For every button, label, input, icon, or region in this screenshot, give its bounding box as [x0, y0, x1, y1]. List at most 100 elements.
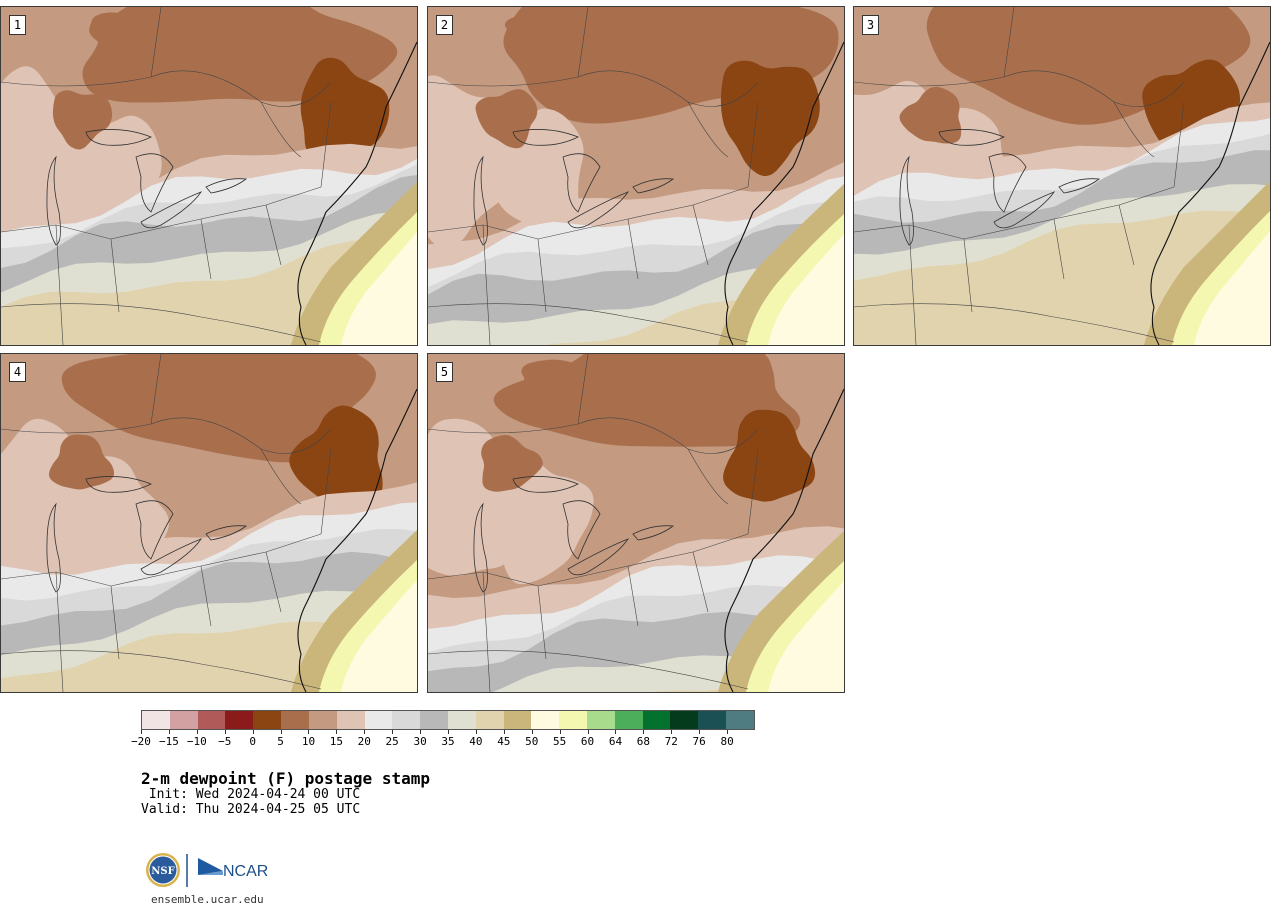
map-panel: 4: [0, 353, 418, 693]
panel-number: 4: [9, 362, 26, 382]
state-border: [1, 533, 322, 587]
lake-outline: [899, 155, 914, 246]
colorbar-swatch: [447, 711, 476, 729]
colorbar-swatch: [364, 711, 393, 729]
colorbar-swatch: [336, 711, 365, 729]
state-border: [854, 186, 1175, 240]
site-url: ensemble.ucar.edu: [151, 893, 264, 906]
colorbar-tick-mark: [392, 730, 394, 734]
svg-text:NCAR: NCAR: [223, 863, 268, 880]
state-border: [55, 571, 64, 692]
dewpoint-map: [854, 7, 1270, 345]
colorbar-tick-mark: [448, 730, 449, 734]
colorbar-swatch: [253, 711, 282, 729]
nsf-seal-icon: NSF: [146, 853, 180, 887]
state-border: [200, 218, 212, 280]
colorbar-swatch: [392, 711, 421, 729]
state-border: [1, 186, 322, 240]
colorbar-tick-label: 25: [385, 735, 399, 748]
state-border: [1, 650, 322, 690]
lake-outline: [562, 153, 601, 213]
lake-outline: [85, 129, 152, 146]
state-border: [537, 585, 547, 660]
dewpoint-map: [428, 7, 844, 345]
state-border: [55, 224, 64, 345]
colorbar-tick-mark: [587, 730, 589, 734]
colorbar-tick-label: 30: [413, 735, 427, 748]
state-border: [577, 7, 589, 78]
colorbar-tick-mark: [727, 730, 729, 734]
colorbar-tick-mark: [308, 730, 310, 734]
state-border: [687, 101, 729, 158]
map-panel: 2: [427, 6, 845, 346]
colorbar-tick-mark: [559, 730, 561, 734]
state-border: [428, 533, 749, 587]
nsf-ncar-logo: NSF NCAR: [146, 853, 268, 887]
state-border: [692, 551, 709, 613]
valid-time: Valid: Thu 2024-04-25 05 UTC: [141, 802, 361, 817]
colorbar-tick-label: 55: [553, 735, 567, 748]
state-border: [428, 70, 759, 107]
colorbar-tick-label: 40: [469, 735, 483, 748]
colorbar-tick-label: 0: [249, 735, 256, 748]
colorbar-tick-mark: [336, 730, 338, 734]
coastline: [1150, 41, 1270, 345]
state-border: [260, 101, 302, 158]
state-border: [1053, 218, 1065, 280]
colorbar-tick-mark: [615, 730, 617, 734]
ncar-logo-icon: NCAR: [198, 858, 268, 880]
state-border: [627, 565, 639, 627]
colorbar-tick-label: 50: [525, 735, 539, 748]
colorbar-tick-label: 20: [357, 735, 371, 748]
colorbar-tick-mark: [420, 730, 422, 734]
lake-outline: [135, 500, 174, 560]
svg-text:NSF: NSF: [151, 866, 174, 877]
colorbar-tick-mark: [475, 730, 477, 734]
lake-outline: [993, 191, 1056, 229]
state-border: [963, 238, 973, 313]
lake-outline: [988, 153, 1027, 213]
state-border: [577, 354, 589, 425]
lake-outline: [567, 538, 630, 576]
lake-outline: [135, 153, 174, 213]
state-border: [1118, 204, 1135, 266]
colorbar-swatch: [308, 711, 337, 729]
colorbar-tick-label: −20: [131, 735, 151, 748]
state-border: [200, 565, 212, 627]
colorbar-swatch: [281, 711, 309, 729]
lake-outline: [1058, 178, 1101, 194]
lake-outline: [567, 191, 630, 229]
coastline: [297, 388, 417, 692]
state-border: [110, 585, 120, 660]
state-border: [428, 650, 749, 690]
colorbar-swatch: [726, 711, 754, 729]
colorbar-tick-mark: [196, 730, 198, 734]
colorbar-tick-label: −5: [218, 735, 232, 748]
colorbar-tick-mark: [531, 730, 533, 734]
state-border: [428, 303, 749, 343]
colorbar-tick-label: 68: [636, 735, 650, 748]
lake-outline: [140, 538, 203, 576]
state-border: [482, 571, 491, 692]
colorbar-tick-label: 76: [692, 735, 706, 748]
colorbar-tick-label: 60: [580, 735, 595, 748]
state-border: [110, 238, 120, 313]
colorbar-tick-label: 15: [329, 735, 343, 748]
state-border: [1003, 7, 1015, 78]
lake-outline: [562, 500, 601, 560]
coastline: [297, 41, 417, 345]
colorbar-swatch: [197, 711, 226, 729]
state-border: [854, 70, 1185, 107]
lake-outline: [512, 129, 579, 146]
state-border: [1173, 101, 1185, 188]
colorbar-tick-mark: [224, 730, 226, 734]
state-border: [687, 448, 729, 505]
lake-outline: [632, 525, 675, 541]
colorbar-swatch: [420, 711, 448, 729]
colorbar-tick-mark: [141, 730, 142, 734]
dewpoint-map: [1, 354, 417, 692]
colorbar-tick-label: 72: [664, 735, 678, 748]
chart-title: 2-m dewpoint (F) postage stamp: [141, 769, 430, 788]
lake-outline: [473, 155, 488, 246]
map-panel: 5: [427, 353, 845, 693]
